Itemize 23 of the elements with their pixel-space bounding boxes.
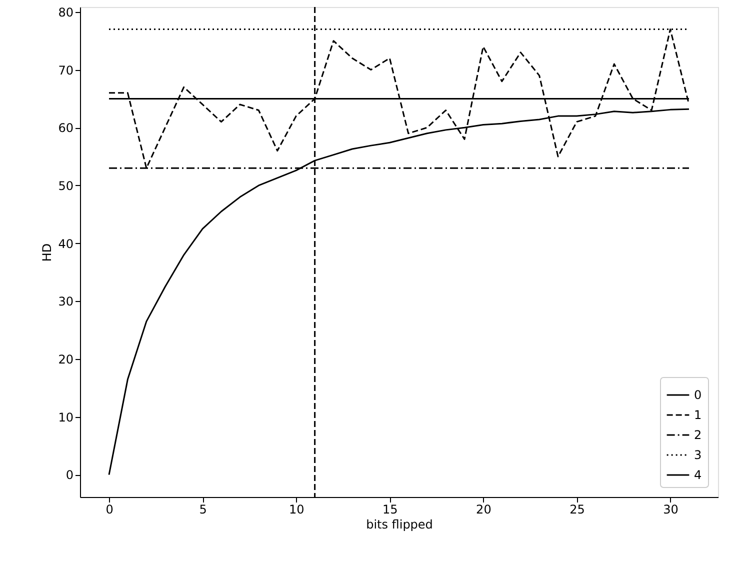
legend-label: 2 bbox=[694, 428, 702, 442]
legend-label: 3 bbox=[694, 448, 702, 462]
y-tick-label: 80 bbox=[58, 5, 74, 20]
legend-label: 0 bbox=[694, 388, 702, 402]
x-tick-label: 20 bbox=[476, 502, 492, 516]
y-tick-label: 70 bbox=[58, 63, 74, 78]
x-tick-label: 5 bbox=[199, 502, 207, 516]
x-tick-label: 15 bbox=[382, 502, 398, 516]
x-tick-label: 25 bbox=[570, 502, 585, 516]
y-tick-label: 60 bbox=[58, 121, 74, 136]
x-tick-label: 0 bbox=[106, 502, 114, 516]
x-axis-title: bits flipped bbox=[366, 518, 433, 532]
x-tick-label: 30 bbox=[663, 502, 678, 516]
x-tick-label: 10 bbox=[288, 502, 304, 516]
y-tick-label: 40 bbox=[58, 236, 74, 251]
legend-label: 4 bbox=[694, 468, 702, 482]
y-tick-label: 50 bbox=[58, 178, 74, 193]
y-tick-label: 20 bbox=[58, 352, 74, 367]
y-tick-label: 10 bbox=[58, 410, 74, 424]
y-axis-title: HD bbox=[40, 243, 54, 262]
y-tick-label: 0 bbox=[66, 468, 74, 482]
y-tick-label: 30 bbox=[58, 294, 74, 309]
legend-label: 1 bbox=[694, 408, 702, 422]
